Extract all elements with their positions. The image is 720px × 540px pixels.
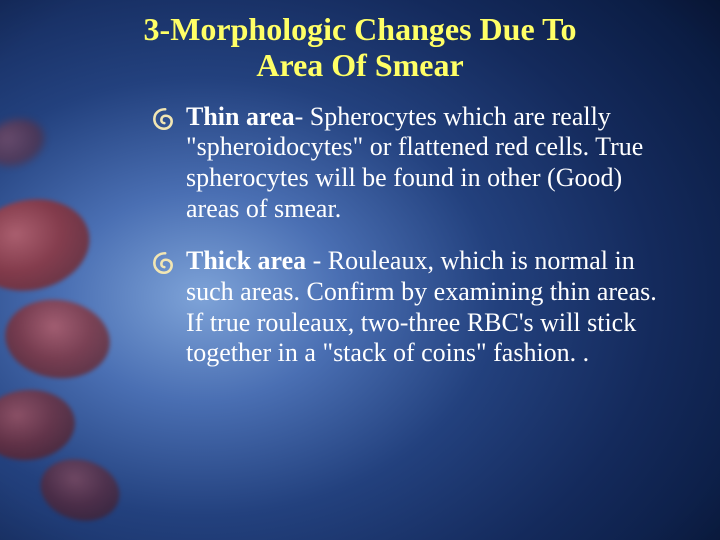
- title-line-2: Area Of Smear: [256, 47, 463, 83]
- slide-title: 3-Morphologic Changes Due To Area Of Sme…: [0, 0, 720, 84]
- bullet-item: Thin area- Spherocytes which are really …: [150, 102, 662, 225]
- slide-body: Thin area- Spherocytes which are really …: [0, 84, 720, 369]
- bullet-icon: [150, 250, 176, 276]
- bullet-item: Thick area - Rouleaux, which is normal i…: [150, 246, 662, 369]
- bullet-bold-lead: Thin area: [186, 102, 295, 131]
- slide-content: 3-Morphologic Changes Due To Area Of Sme…: [0, 0, 720, 540]
- bullet-bold-lead: Thick area: [186, 246, 313, 275]
- slide: 3-Morphologic Changes Due To Area Of Sme…: [0, 0, 720, 540]
- title-line-1: 3-Morphologic Changes Due To: [144, 11, 577, 47]
- bullet-icon: [150, 106, 176, 132]
